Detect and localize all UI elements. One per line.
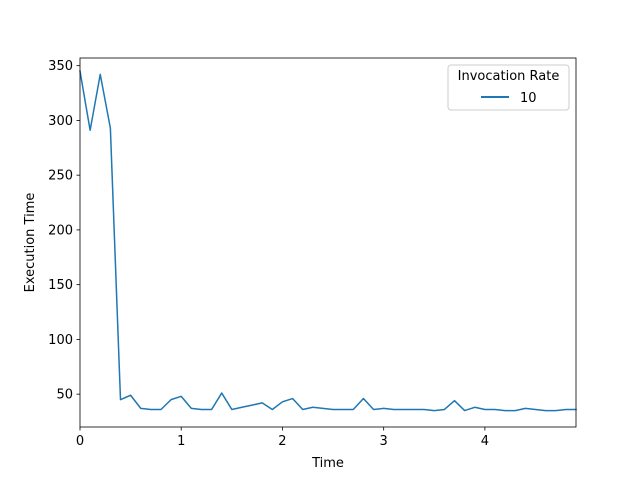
plot-frame <box>79 57 577 428</box>
x-tick-label: 2 <box>278 434 286 449</box>
y-tick-label: 350 <box>48 59 73 74</box>
legend: Invocation Rate 10 <box>447 64 570 111</box>
x-tick-label: 3 <box>380 434 388 449</box>
legend-title: Invocation Rate <box>458 69 560 84</box>
y-tick-label: 150 <box>48 278 73 293</box>
legend-label: 10 <box>520 91 537 106</box>
x-tick-label: 4 <box>481 434 489 449</box>
y-tick-label: 250 <box>48 169 73 184</box>
y-tick-label: 100 <box>48 333 73 348</box>
x-tick-label: 0 <box>76 434 84 449</box>
y-tick-label: 200 <box>48 223 73 238</box>
x-axis-title: Time <box>311 456 344 471</box>
y-tick-label: 300 <box>48 114 73 129</box>
y-axis-title: Execution Time <box>23 193 38 293</box>
plot-area <box>79 57 577 428</box>
x-tick-label: 1 <box>177 434 185 449</box>
y-tick-label: 50 <box>56 388 73 403</box>
axis-ticks: 0 1 2 3 4 50 100 150 200 250 300 350 <box>48 59 489 449</box>
legend-box <box>447 64 570 111</box>
series-line-0 <box>79 70 577 412</box>
